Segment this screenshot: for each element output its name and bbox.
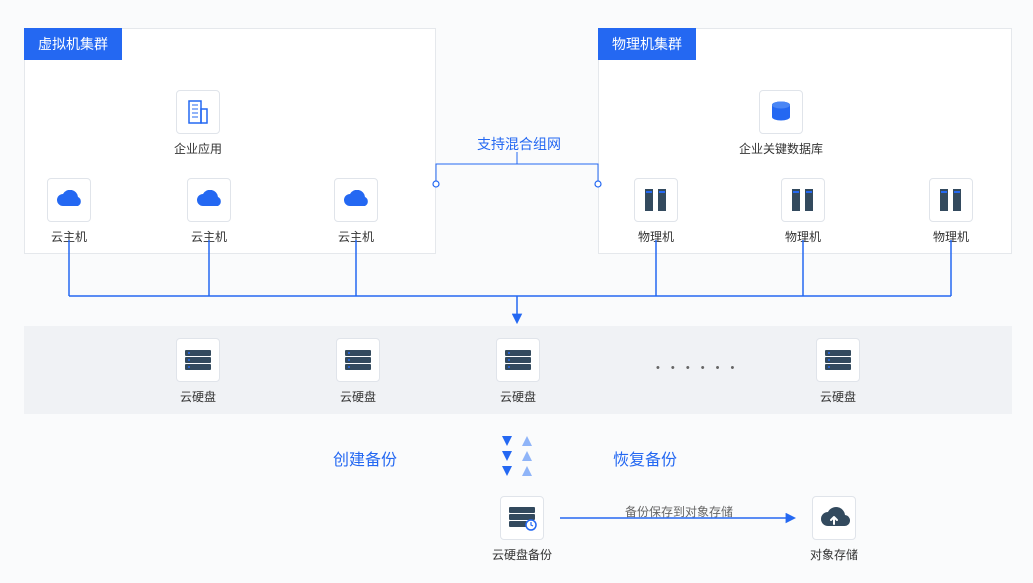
node-label: 云硬盘 [340, 388, 376, 405]
node-label: 物理机 [785, 228, 821, 245]
disk-icon [816, 338, 860, 382]
cloud-icon [47, 178, 91, 222]
node-label: 云硬盘备份 [492, 546, 552, 563]
label-backup-to-storage: 备份保存到对象存储 [625, 503, 733, 520]
node-cloud-host: 云主机 [325, 178, 387, 245]
cloud-icon [187, 178, 231, 222]
node-object-storage: 对象存储 [798, 496, 870, 563]
disk-backup-icon [500, 496, 544, 540]
node-label: 云主机 [51, 228, 87, 245]
node-label: 物理机 [638, 228, 674, 245]
node-label: 企业应用 [174, 140, 222, 157]
node-disk-backup: 云硬盘备份 [486, 496, 558, 563]
node-physical-host: 物理机 [772, 178, 834, 245]
node-physical-host: 物理机 [625, 178, 687, 245]
node-physical-host: 物理机 [920, 178, 982, 245]
node-label: 云硬盘 [500, 388, 536, 405]
node-cloud-disk: 云硬盘 [807, 338, 869, 405]
cloud-upload-icon [812, 496, 856, 540]
label-create-backup: 创建备份 [333, 446, 397, 470]
disk-icon [336, 338, 380, 382]
node-enterprise-app: 企业应用 [167, 90, 229, 157]
node-label: 对象存储 [810, 546, 858, 563]
server-rack-icon [781, 178, 825, 222]
node-label: 物理机 [933, 228, 969, 245]
building-icon [176, 90, 220, 134]
node-label: 云硬盘 [820, 388, 856, 405]
label-restore-backup: 恢复备份 [613, 446, 677, 470]
node-cloud-host: 云主机 [38, 178, 100, 245]
node-enterprise-db: 企业关键数据库 [741, 90, 821, 157]
node-label: 云硬盘 [180, 388, 216, 405]
cloud-icon [334, 178, 378, 222]
cluster-physical-title: 物理机集群 [598, 28, 696, 60]
node-label: 企业关键数据库 [739, 140, 823, 157]
database-icon [759, 90, 803, 134]
server-rack-icon [929, 178, 973, 222]
node-cloud-disk: 云硬盘 [167, 338, 229, 405]
node-cloud-disk: 云硬盘 [327, 338, 389, 405]
label-hybrid-network: 支持混合组网 [477, 134, 561, 154]
node-cloud-host: 云主机 [178, 178, 240, 245]
server-rack-icon [634, 178, 678, 222]
dots-ellipsis: • • • • • • [656, 362, 738, 374]
node-label: 云主机 [191, 228, 227, 245]
node-cloud-disk: 云硬盘 [487, 338, 549, 405]
cluster-vm-title: 虚拟机集群 [24, 28, 122, 60]
node-label: 云主机 [338, 228, 374, 245]
disk-icon [176, 338, 220, 382]
disk-icon [496, 338, 540, 382]
